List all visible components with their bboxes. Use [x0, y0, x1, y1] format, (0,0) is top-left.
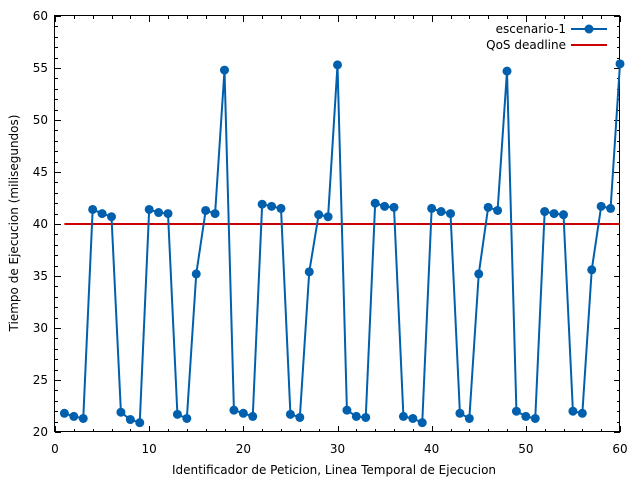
series-points — [59, 59, 625, 428]
data-point — [154, 208, 164, 218]
data-point — [285, 409, 295, 419]
x-tick-label: 40 — [424, 442, 439, 456]
y-tick-label: 60 — [33, 9, 48, 23]
y-tick-label: 30 — [33, 321, 48, 335]
legend-label: escenario-1 — [496, 22, 566, 36]
axis-tick-labels: 0 10 20 30 40 50 60 20 25 30 35 40 45 50 55 60 — [33, 9, 628, 456]
data-point — [304, 267, 314, 277]
x-tick-label: 60 — [612, 442, 627, 456]
data-point — [549, 209, 559, 219]
x-tick-label: 0 — [51, 442, 59, 456]
legend-swatch-marker — [584, 24, 594, 34]
data-point — [606, 203, 616, 213]
data-point — [502, 66, 512, 76]
data-point — [323, 212, 333, 222]
data-point — [59, 408, 69, 418]
y-axis-label: Tiempo de Ejecucion (milisegundos) — [7, 115, 21, 333]
data-point — [521, 411, 531, 421]
data-point — [257, 199, 267, 209]
data-point — [342, 405, 352, 415]
data-point — [577, 408, 587, 418]
y-tick-label: 20 — [33, 425, 48, 439]
data-point — [455, 408, 465, 418]
data-point — [97, 209, 107, 219]
legend: escenario-1 QoS deadline — [486, 22, 607, 52]
data-point — [483, 202, 493, 212]
data-point — [427, 203, 437, 213]
data-point — [333, 60, 342, 70]
data-point — [587, 265, 597, 275]
data-point — [69, 411, 79, 421]
x-tick-label: 50 — [518, 442, 533, 456]
axis-ticks — [55, 16, 621, 433]
data-point — [295, 412, 305, 422]
data-point — [78, 413, 88, 423]
data-point — [398, 411, 408, 421]
x-axis-label: Identificador de Peticion, Linea Tempora… — [172, 463, 496, 477]
data-point — [417, 418, 427, 428]
data-point — [408, 413, 418, 423]
data-point — [446, 209, 455, 219]
data-point — [229, 405, 239, 415]
x-tick-label: 20 — [236, 442, 251, 456]
data-point — [351, 411, 361, 421]
data-point — [144, 204, 154, 214]
data-point — [210, 209, 220, 219]
y-tick-label: 40 — [33, 217, 48, 231]
data-point — [107, 212, 116, 222]
data-point — [220, 65, 229, 75]
data-point — [361, 412, 371, 422]
data-point — [135, 418, 145, 428]
x-tick-label: 10 — [142, 442, 157, 456]
series-lines — [64, 63, 621, 424]
data-point — [493, 205, 503, 215]
data-point — [474, 269, 484, 279]
y-tick-label: 55 — [33, 61, 48, 75]
data-point — [596, 201, 606, 211]
data-point — [267, 201, 277, 211]
data-point — [88, 204, 98, 214]
data-point — [511, 406, 521, 416]
data-point — [540, 207, 550, 217]
data-point — [125, 415, 135, 425]
y-tick-label: 35 — [33, 269, 48, 283]
legend-label: QoS deadline — [486, 38, 566, 52]
data-point — [436, 207, 446, 217]
x-tick-label: 30 — [330, 442, 345, 456]
data-point — [389, 202, 399, 212]
data-point — [276, 203, 286, 213]
data-point — [248, 411, 258, 421]
data-point — [314, 210, 324, 220]
data-point — [380, 201, 390, 211]
data-point — [172, 409, 182, 419]
data-point — [116, 407, 126, 417]
data-point — [615, 59, 625, 69]
series-line-escenario-1 — [64, 63, 621, 424]
data-point — [370, 198, 380, 208]
data-point — [163, 209, 173, 219]
data-point — [559, 210, 568, 220]
y-tick-label: 50 — [33, 113, 48, 127]
data-point — [464, 413, 474, 423]
y-tick-label: 45 — [33, 165, 48, 179]
data-point — [182, 413, 192, 423]
data-point — [191, 269, 201, 279]
data-point — [568, 406, 578, 416]
y-tick-label: 25 — [33, 373, 48, 387]
data-point — [238, 408, 248, 418]
data-point — [530, 413, 540, 423]
data-point — [201, 205, 211, 215]
